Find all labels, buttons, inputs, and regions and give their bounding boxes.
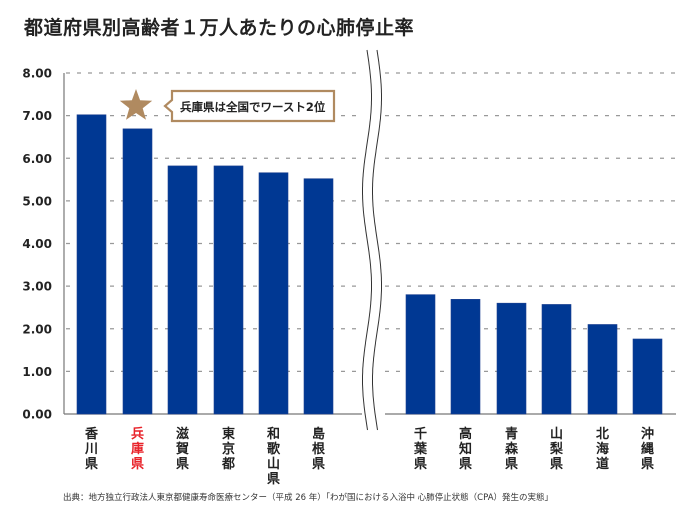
svg-text:香: 香	[84, 426, 99, 442]
bar	[632, 338, 663, 415]
svg-text:縄: 縄	[641, 441, 654, 457]
bar	[496, 302, 527, 415]
svg-text:根: 根	[312, 441, 326, 457]
x-tick-label: 香川県	[84, 426, 99, 472]
y-tick-label: 1.00	[22, 365, 52, 379]
bar	[76, 114, 107, 415]
svg-text:京: 京	[222, 441, 235, 457]
svg-text:県: 県	[85, 457, 98, 472]
bar	[167, 165, 198, 415]
y-tick-label: 0.00	[22, 408, 52, 422]
svg-text:賀: 賀	[175, 441, 189, 457]
svg-text:沖: 沖	[641, 426, 654, 442]
x-tick-label: 沖縄県	[641, 426, 654, 472]
x-tick-label: 兵庫県	[131, 426, 144, 472]
svg-text:川: 川	[84, 442, 98, 457]
callout-text: 兵庫県は全国でワースト2位	[180, 100, 326, 114]
svg-text:県: 県	[459, 457, 472, 472]
y-tick-label: 7.00	[22, 109, 52, 123]
y-tick-label: 8.00	[22, 67, 52, 81]
chart-title: 都道府県別高齢者１万人あたりの心肺停止率	[24, 17, 415, 39]
svg-text:県: 県	[550, 457, 563, 472]
svg-text:高: 高	[459, 426, 472, 442]
bars	[76, 114, 663, 415]
bar	[122, 128, 153, 415]
svg-text:千: 千	[414, 426, 427, 442]
y-tick-label: 3.00	[22, 280, 52, 294]
svg-text:県: 県	[131, 457, 144, 472]
x-tick-label: 高知県	[459, 426, 472, 472]
y-tick-label: 6.00	[22, 152, 52, 166]
y-tick-label: 2.00	[22, 322, 52, 336]
svg-text:葉: 葉	[413, 441, 428, 457]
y-tick-label: 5.00	[22, 194, 52, 208]
x-tick-label: 山梨県	[549, 426, 564, 472]
x-tick-label: 千葉県	[413, 426, 428, 472]
star-icon	[119, 89, 153, 120]
svg-text:歌: 歌	[267, 441, 281, 457]
bar	[405, 294, 436, 415]
svg-text:山: 山	[550, 426, 563, 442]
svg-text:森: 森	[505, 441, 519, 457]
svg-text:和: 和	[267, 426, 280, 442]
svg-text:庫: 庫	[131, 441, 144, 457]
x-tick-label: 東京都	[221, 426, 235, 472]
bar	[450, 299, 481, 415]
svg-text:都: 都	[221, 456, 235, 472]
source-note: 出典：地方独立行政法人東京都健康寿命医療センター（平成 26 年）「わが国におけ…	[63, 493, 554, 503]
y-tick-label: 4.00	[22, 237, 52, 251]
x-tick-label: 北海道	[596, 427, 609, 472]
x-tick-label: 滋賀県	[175, 426, 189, 472]
x-tick-label: 青森県	[505, 426, 519, 472]
svg-text:兵: 兵	[131, 426, 144, 442]
bar	[587, 324, 618, 415]
svg-text:知: 知	[459, 441, 472, 457]
axis-break-symbol	[360, 49, 384, 431]
svg-text:北: 北	[596, 427, 609, 442]
annotation: 兵庫県は全国でワースト2位	[119, 89, 336, 123]
svg-text:山: 山	[267, 456, 280, 472]
svg-text:県: 県	[176, 457, 189, 472]
y-axis-ticks: 0.00 1.00 2.00 3.00 4.00 5.00 6.00 7.00 8.00	[22, 67, 52, 422]
x-tick-label: 島根県	[312, 426, 326, 472]
svg-text:滋: 滋	[176, 426, 189, 442]
bar	[258, 172, 289, 415]
bar	[303, 178, 334, 415]
svg-text:梨: 梨	[549, 441, 564, 457]
svg-text:青: 青	[505, 426, 518, 442]
gridlines	[66, 72, 676, 372]
svg-text:県: 県	[267, 472, 280, 487]
svg-text:島: 島	[312, 426, 325, 442]
bar	[541, 304, 572, 415]
svg-text:東: 東	[222, 426, 235, 442]
svg-text:県: 県	[312, 457, 325, 472]
bar	[213, 165, 244, 415]
svg-text:海: 海	[596, 441, 609, 457]
callout-box	[163, 89, 336, 123]
svg-text:県: 県	[505, 457, 518, 472]
svg-text:県: 県	[414, 457, 427, 472]
svg-text:道: 道	[596, 456, 609, 472]
svg-text:県: 県	[641, 457, 654, 472]
